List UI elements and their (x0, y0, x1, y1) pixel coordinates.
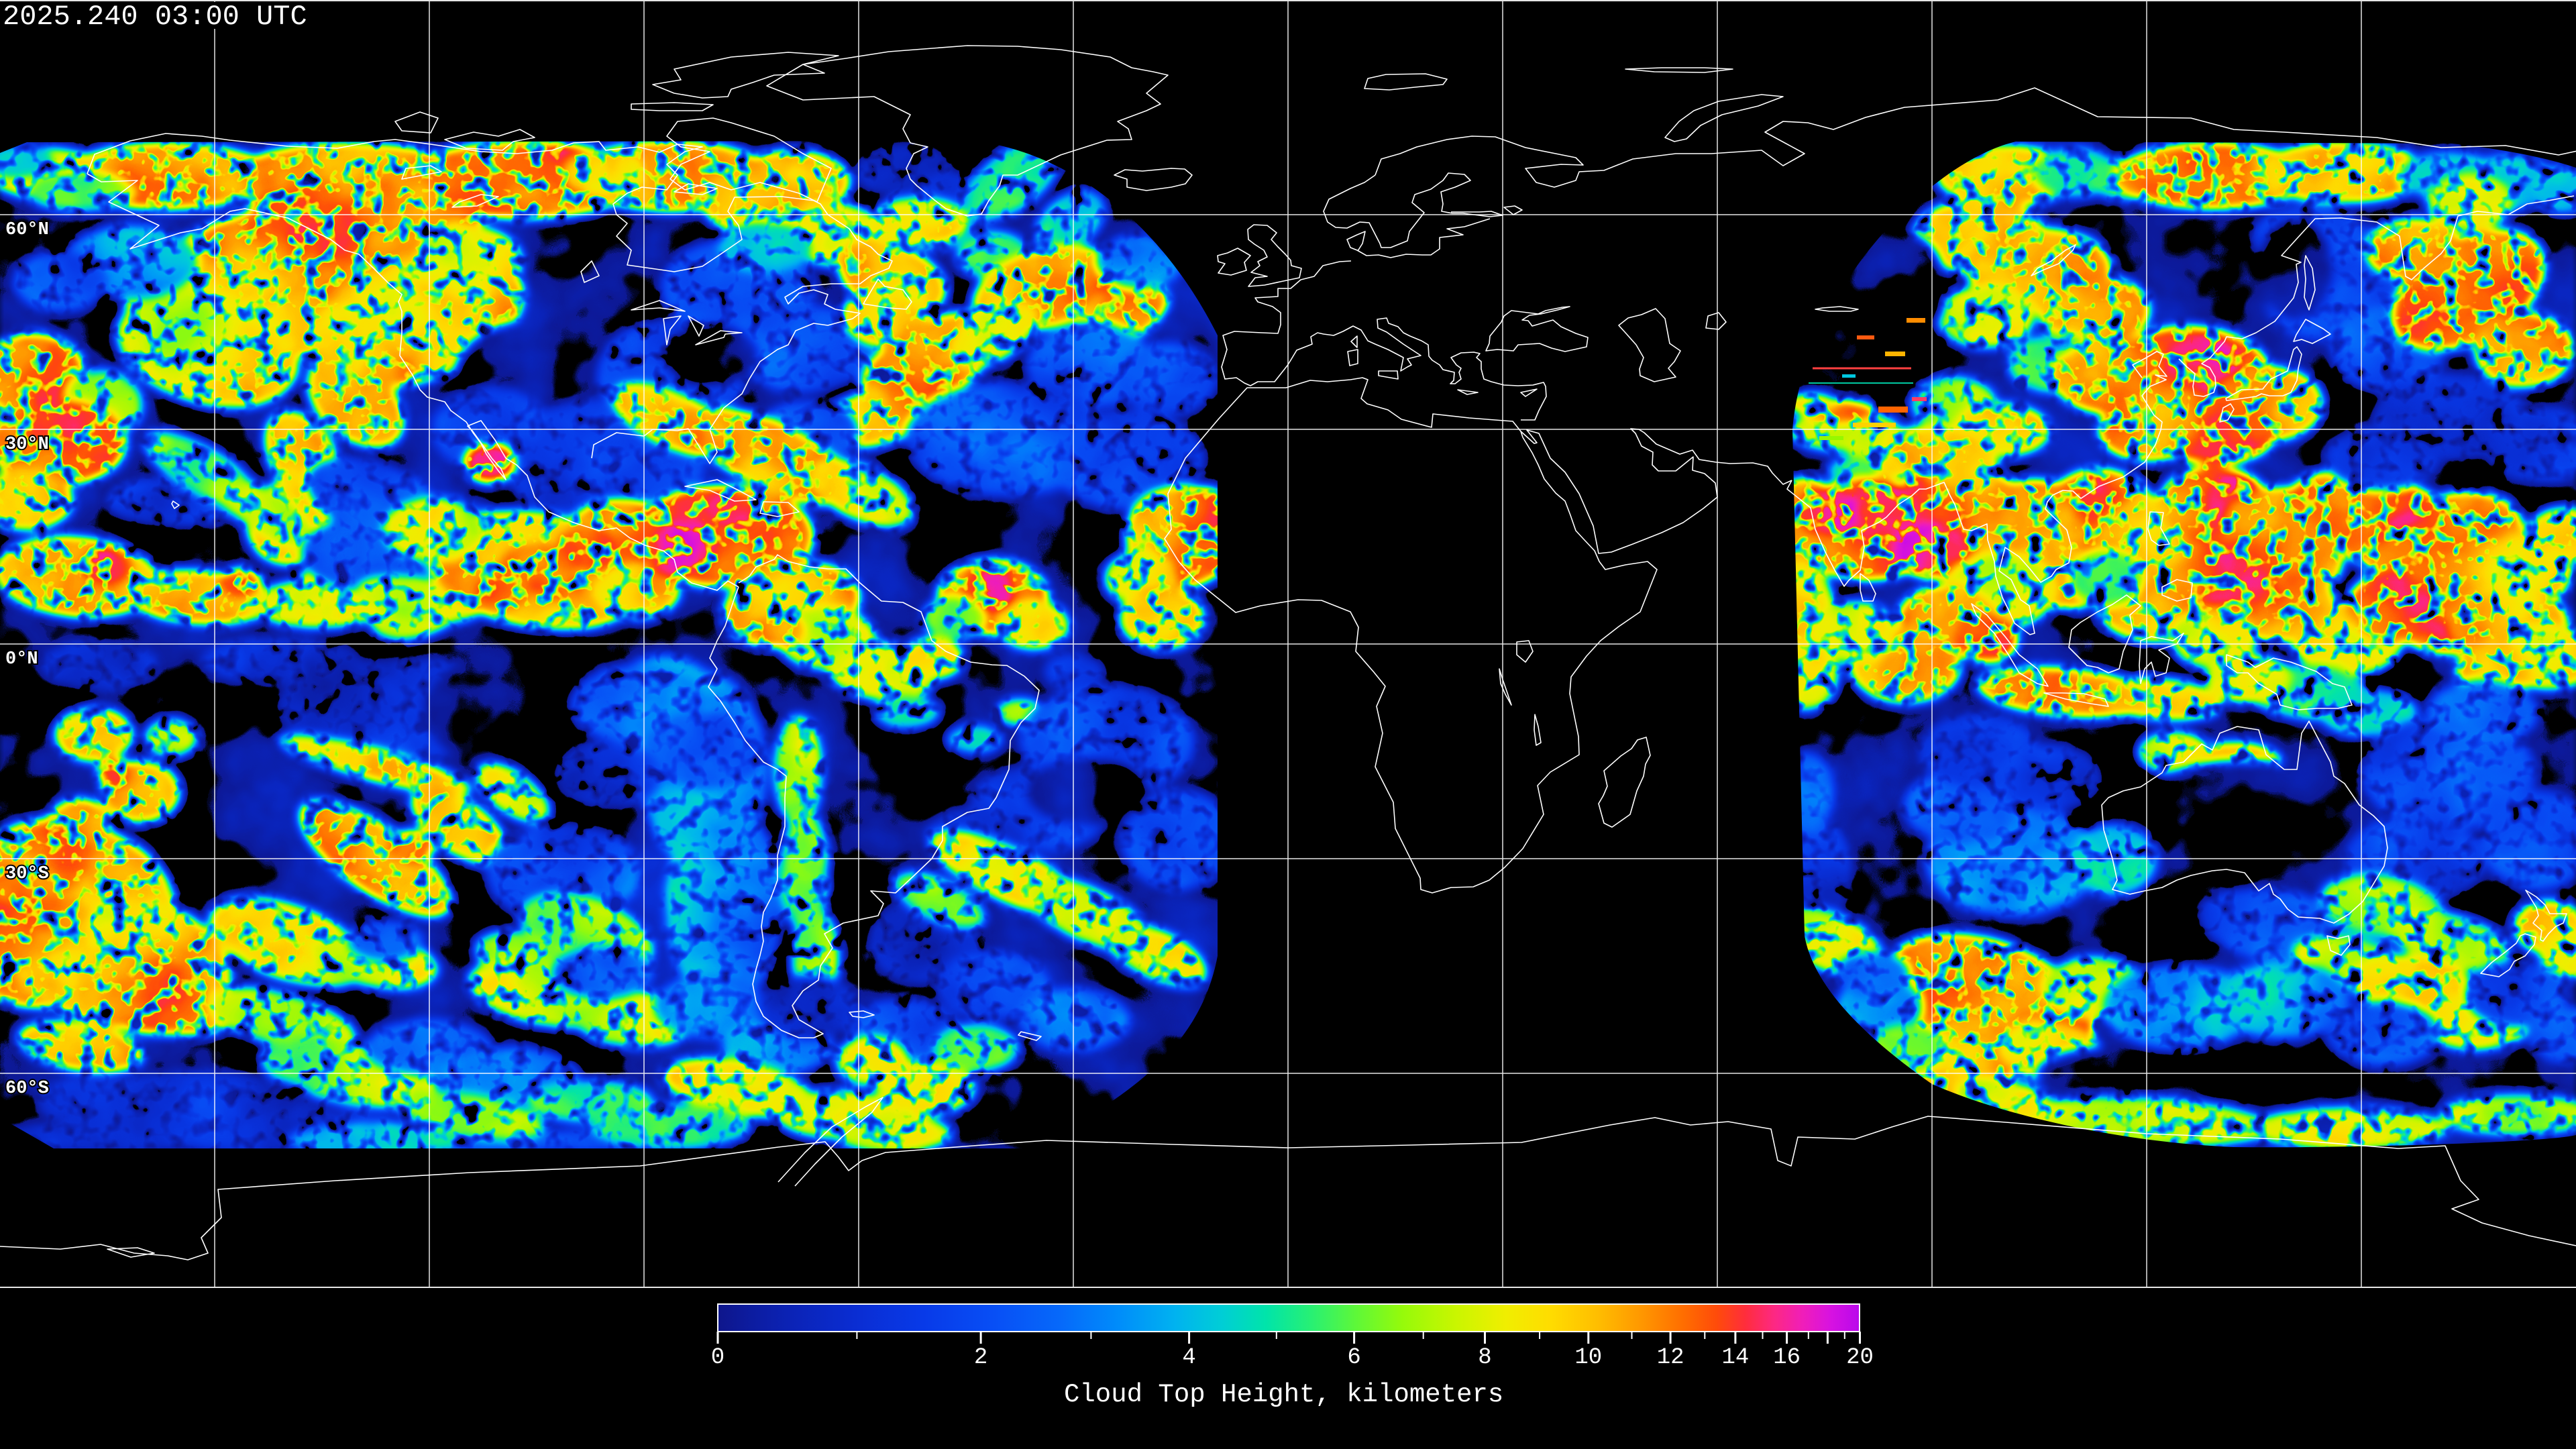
svg-text:8: 8 (1478, 1345, 1491, 1371)
svg-text:30°S: 30°S (5, 864, 49, 884)
svg-text:30°N: 30°N (5, 435, 49, 455)
svg-text:2025.240 03:00 UTC: 2025.240 03:00 UTC (3, 1, 307, 33)
svg-text:14: 14 (1721, 1345, 1749, 1371)
svg-text:2: 2 (974, 1345, 987, 1371)
svg-text:6: 6 (1347, 1345, 1360, 1371)
svg-text:20: 20 (1846, 1345, 1874, 1371)
svg-text:0: 0 (711, 1345, 724, 1371)
svg-text:0°N: 0°N (5, 649, 38, 669)
svg-text:60°S: 60°S (5, 1079, 49, 1099)
svg-text:60°N: 60°N (5, 220, 49, 240)
svg-text:16: 16 (1773, 1345, 1801, 1371)
svg-text:10: 10 (1574, 1345, 1602, 1371)
svg-text:4: 4 (1182, 1345, 1195, 1371)
svg-text:12: 12 (1657, 1345, 1684, 1371)
svg-text:Cloud Top Height, kilometers: Cloud Top Height, kilometers (1064, 1380, 1503, 1409)
